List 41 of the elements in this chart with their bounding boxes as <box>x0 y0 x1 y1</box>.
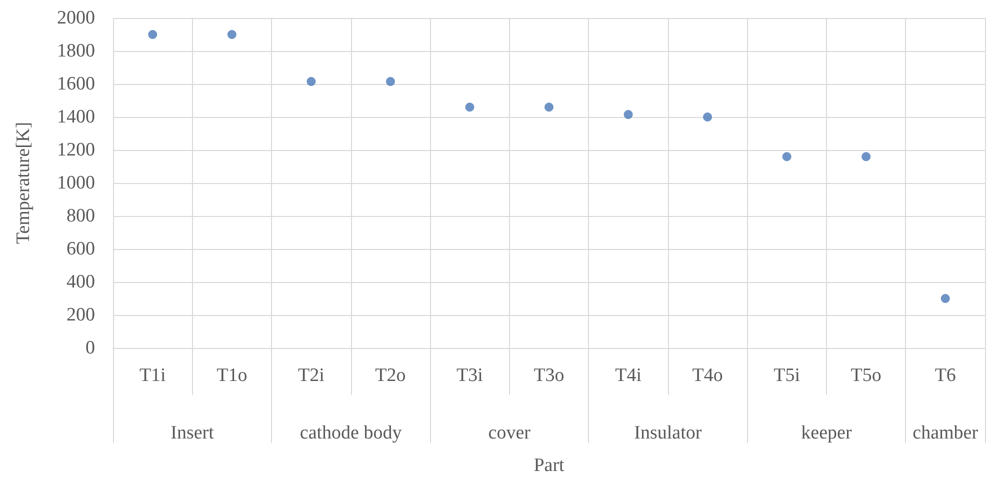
x-tick-label: T3i <box>456 365 483 386</box>
x-tick-label: T2o <box>375 365 406 386</box>
y-tick-label: 400 <box>66 272 95 292</box>
point <box>306 77 316 86</box>
x-tick-label: T5i <box>774 365 800 386</box>
y-tick-label: 2000 <box>57 8 95 28</box>
y-tick-label: 1000 <box>57 172 95 194</box>
point <box>782 152 792 162</box>
y-tick-label: 600 <box>66 238 95 260</box>
x-tick-label: T3o <box>534 365 564 386</box>
x-tick-label: T5o <box>850 365 882 386</box>
point <box>386 77 395 86</box>
point <box>465 102 474 112</box>
point <box>703 112 712 122</box>
y-tick-label: 1600 <box>57 74 95 94</box>
text: Insert <box>170 422 215 444</box>
text: cathode body <box>300 422 402 444</box>
x-tick-label: T6 <box>934 365 956 386</box>
y-axis-title: Temperature[K] <box>13 122 34 244</box>
text: keeper <box>801 422 852 444</box>
point <box>148 30 158 39</box>
y-tick-label: 1800 <box>57 40 95 62</box>
y-tick-label: 1200 <box>57 140 95 160</box>
text: Insulator <box>634 422 702 444</box>
y-tick-label: 800 <box>66 206 95 226</box>
text: chamber <box>912 422 979 444</box>
y-tick-label: 200 <box>66 304 95 326</box>
x-tick-label: T2i <box>298 365 324 386</box>
point <box>940 294 950 303</box>
y-tick-label: 0 <box>86 338 95 358</box>
text: cover <box>488 422 532 444</box>
point <box>862 152 871 162</box>
x-tick-label: T4o <box>692 365 723 386</box>
x-axis-title: Part <box>534 455 566 476</box>
point <box>624 110 633 120</box>
x-tick-label: T1o <box>216 365 248 386</box>
x-tick-label: T4i <box>615 365 642 386</box>
point <box>544 102 554 112</box>
y-tick-label: 1400 <box>57 106 95 128</box>
point <box>227 30 236 39</box>
x-tick-label: T1i <box>139 365 166 386</box>
